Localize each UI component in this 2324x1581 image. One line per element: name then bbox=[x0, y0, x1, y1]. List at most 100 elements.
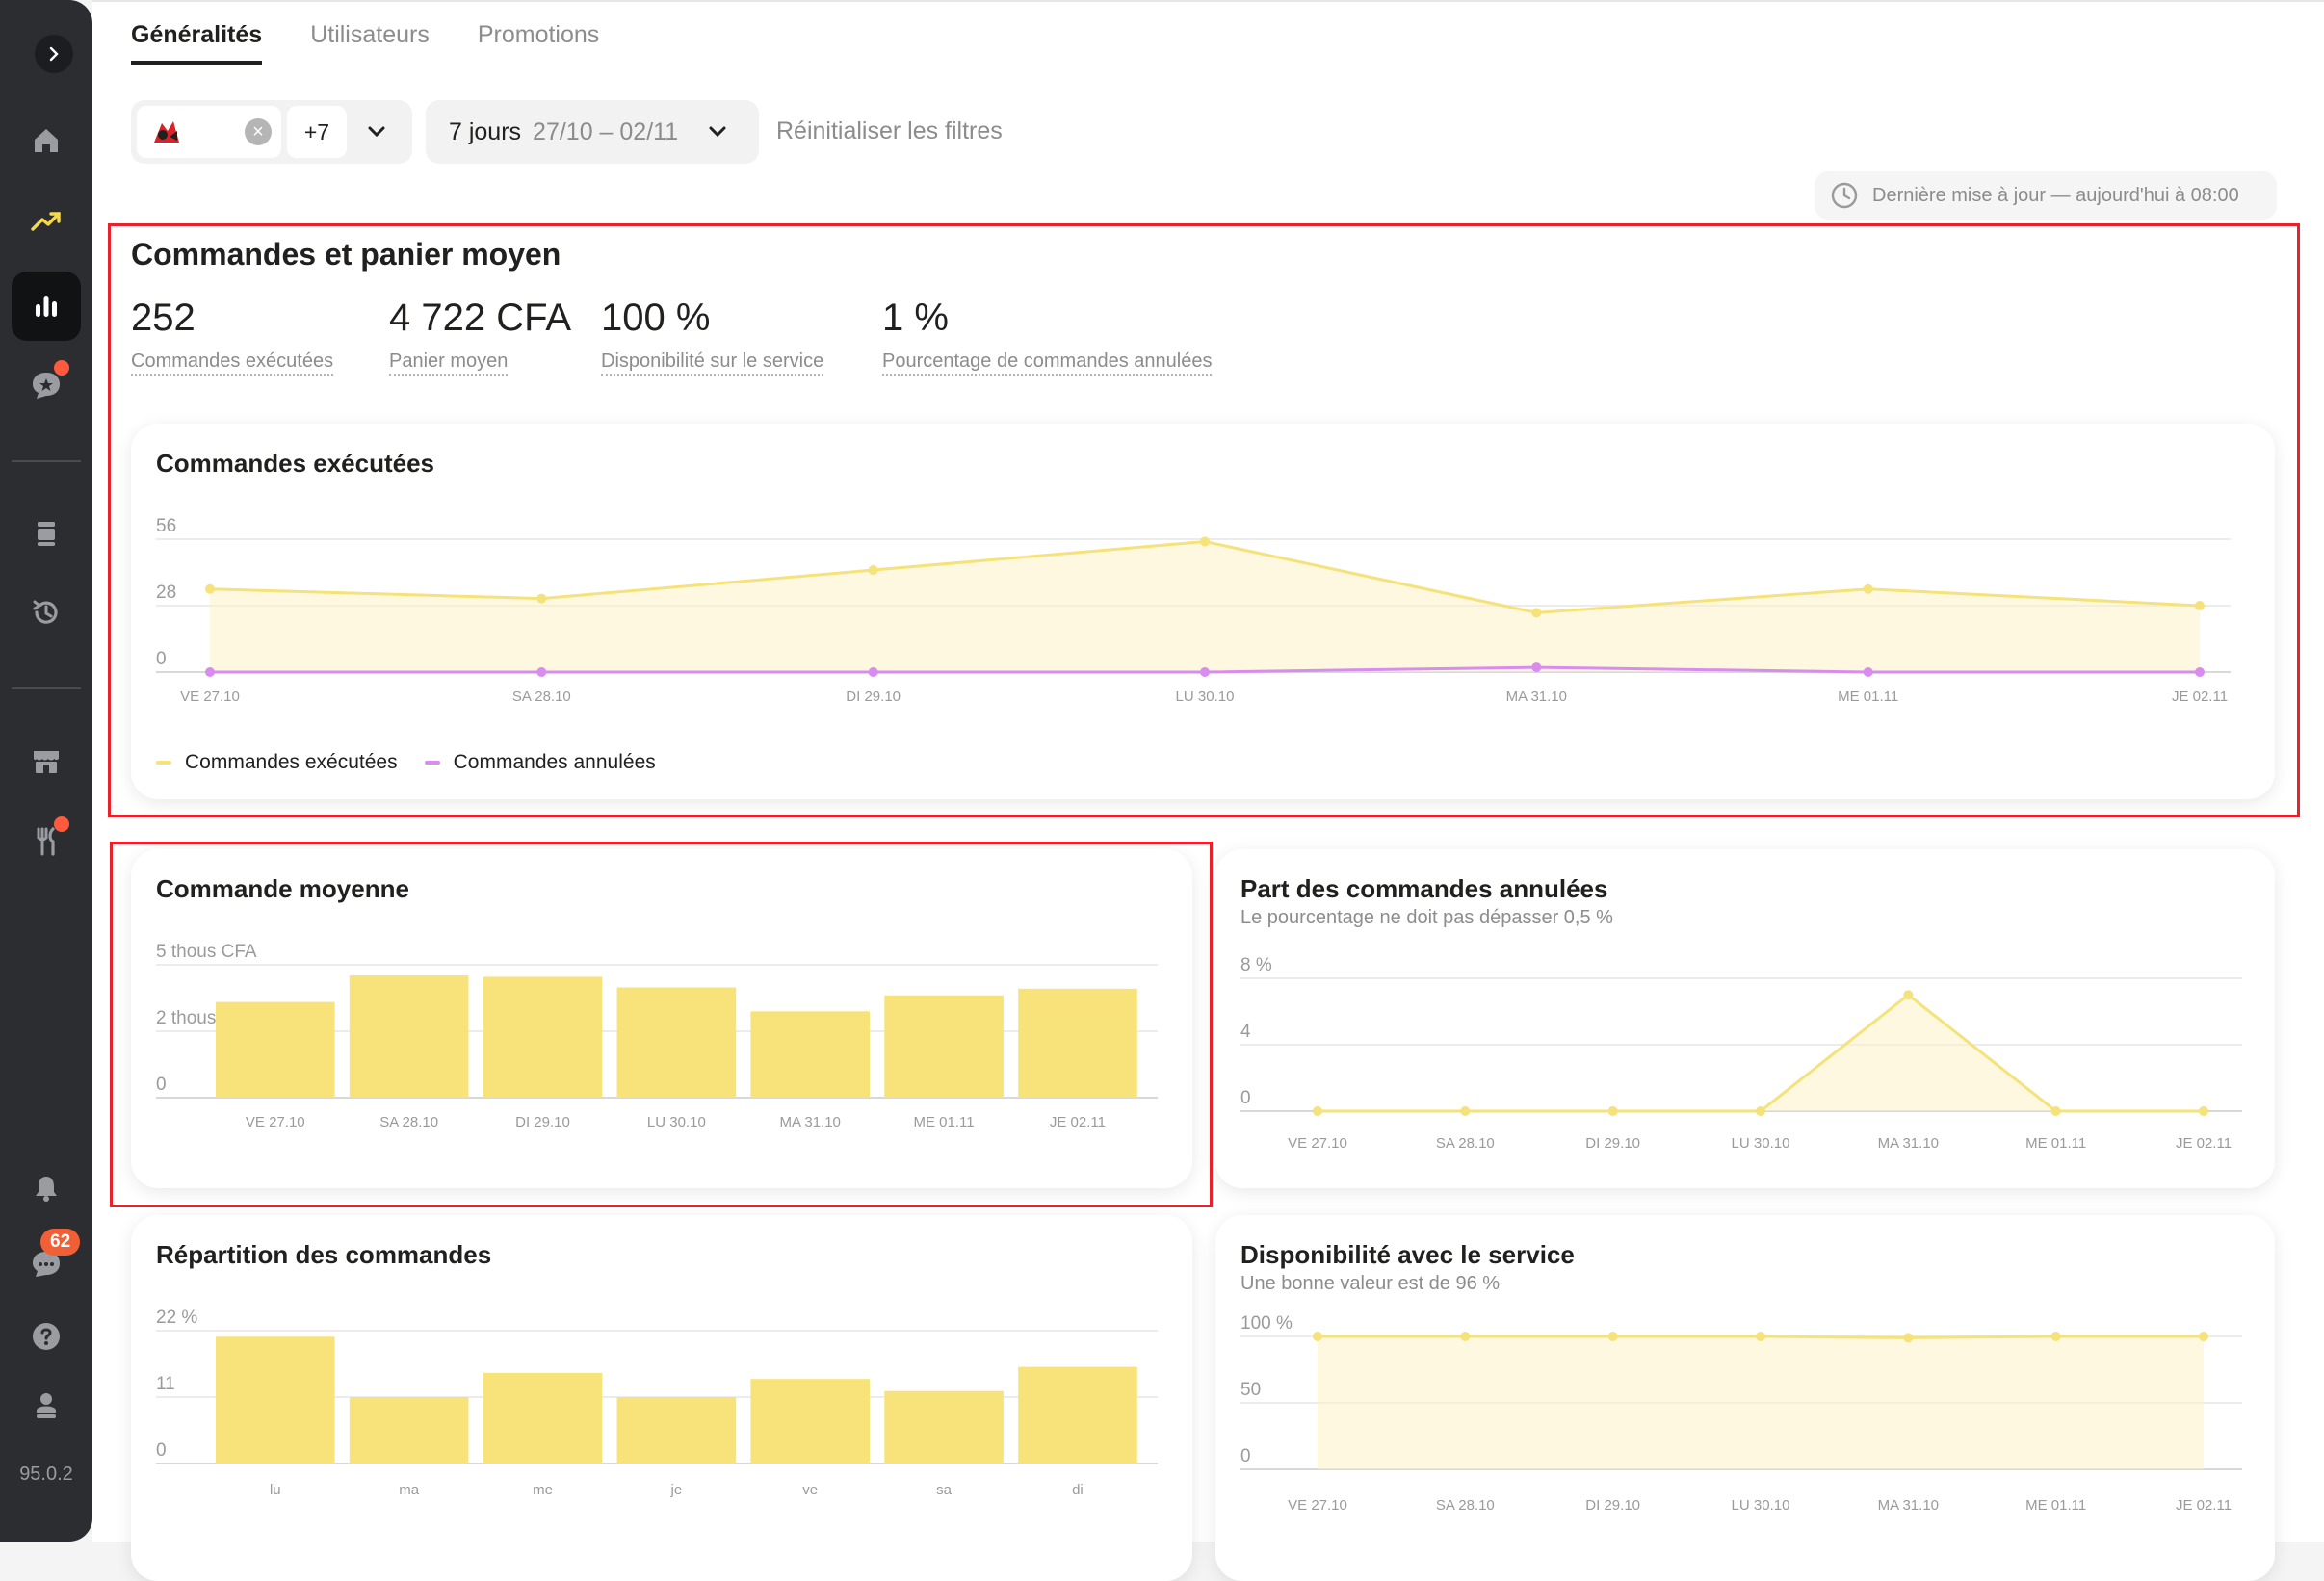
availability-subtitle: Une bonne valeur est de 96 % bbox=[1240, 1273, 1501, 1294]
data-point bbox=[1607, 1332, 1618, 1341]
data-point bbox=[2195, 601, 2205, 610]
data-point bbox=[2050, 1332, 2061, 1341]
data-point bbox=[1200, 536, 1210, 547]
data-point bbox=[868, 565, 878, 576]
x-tick-label: MA 31.10 bbox=[1506, 688, 1567, 705]
sidebar: 62 95.0.2 bbox=[0, 0, 92, 1542]
data-point bbox=[1531, 608, 1542, 618]
restaurant-chip[interactable]: × bbox=[137, 106, 281, 158]
sidebar-item-history[interactable] bbox=[12, 578, 81, 647]
x-tick-label: ve bbox=[802, 1482, 818, 1498]
x-tick-label: LU 30.10 bbox=[647, 1114, 706, 1130]
sidebar-divider bbox=[12, 460, 81, 462]
bar bbox=[1018, 1366, 1137, 1464]
x-tick-label: ME 01.11 bbox=[914, 1114, 975, 1130]
period-label: 7 jours bbox=[449, 117, 522, 145]
data-point bbox=[868, 667, 878, 677]
kpi-orders-value: 252 bbox=[131, 297, 196, 339]
data-point bbox=[1531, 662, 1542, 673]
section-title: Commandes et panier moyen bbox=[131, 237, 561, 272]
x-tick-label: JE 02.11 bbox=[2172, 688, 2228, 705]
x-tick-label: JE 02.11 bbox=[2176, 1497, 2232, 1514]
x-tick-label: MA 31.10 bbox=[1878, 1497, 1939, 1514]
data-point bbox=[205, 667, 215, 677]
chat-icon bbox=[33, 1252, 60, 1277]
kpi-orders-label[interactable]: Commandes exécutées bbox=[131, 350, 334, 376]
sidebar-item-orders[interactable] bbox=[12, 499, 81, 568]
kpi-availability-label[interactable]: Disponibilité sur le service bbox=[601, 350, 824, 376]
clock-icon bbox=[1831, 182, 1858, 209]
trending-up-icon bbox=[31, 212, 61, 231]
y-tick-label: 28 bbox=[156, 583, 176, 603]
x-tick-label: ME 01.11 bbox=[1838, 688, 1898, 705]
sidebar-item-profile[interactable] bbox=[12, 1371, 81, 1440]
data-point bbox=[2199, 1106, 2208, 1116]
sidebar-item-analytics[interactable] bbox=[12, 272, 81, 341]
sidebar-item-menu[interactable] bbox=[12, 807, 81, 876]
kpi-cancel-value: 1 % bbox=[882, 297, 949, 339]
y-tick-label: 0 bbox=[156, 1440, 167, 1461]
avg-order-chart: 5 thous CFA 2 thous 0 VE 27.10 SA 28.10 DI 29… bbox=[156, 942, 1158, 1130]
data-point bbox=[2050, 1106, 2061, 1116]
sidebar-item-chat[interactable] bbox=[12, 1229, 81, 1298]
data-point bbox=[1756, 1106, 1765, 1116]
data-point bbox=[1460, 1106, 1471, 1116]
bar bbox=[616, 1397, 737, 1464]
x-tick-label: LU 30.10 bbox=[1732, 1497, 1790, 1514]
tab-promotions[interactable]: Promotions bbox=[477, 21, 600, 48]
top-border bbox=[92, 0, 2324, 2]
reset-filters-link[interactable]: Réinitialiser les filtres bbox=[776, 117, 1003, 144]
orders-chart: 56 28 0 VE 27.10 SA 28.10 DI 29.10 LU 30.10 MA … bbox=[156, 516, 2231, 705]
y-tick-label: 5 thous CFA bbox=[156, 942, 257, 962]
data-point bbox=[1200, 667, 1210, 677]
x-tick-label: SA 28.10 bbox=[512, 688, 571, 705]
cancel-share-chart: 8 % 4 0 VE 27.10 SA 28.10 DI 29.10 LU 30.10 MA … bbox=[1240, 955, 2242, 1152]
sidebar-item-home[interactable] bbox=[12, 106, 81, 175]
legend-item-cancelled[interactable]: Commandes annulées bbox=[424, 751, 656, 774]
bar bbox=[750, 1379, 871, 1464]
sidebar-item-help[interactable] bbox=[12, 1302, 81, 1371]
restaurant-filter[interactable]: × +7 bbox=[131, 100, 412, 164]
bar bbox=[216, 1001, 335, 1098]
availability-chart: 100 % 50 0 VE 27.10 SA 28.10 DI 29.10 LU 30.10… bbox=[1240, 1313, 2242, 1514]
period-filter[interactable]: 7 jours 27/10 – 02/11 bbox=[426, 100, 759, 164]
y-tick-label: 4 bbox=[1240, 1022, 1251, 1042]
chevron-down-icon bbox=[709, 126, 726, 138]
bar bbox=[884, 1390, 1004, 1464]
x-tick-label: sa bbox=[936, 1482, 953, 1498]
tab-users[interactable]: Utilisateurs bbox=[310, 21, 430, 48]
x-tick-label: ME 01.11 bbox=[2025, 1497, 2086, 1514]
legend-label: Commandes exécutées bbox=[185, 751, 398, 773]
x-tick-label: DI 29.10 bbox=[1585, 1497, 1640, 1514]
tab-bar: Généralités Utilisateurs Promotions bbox=[131, 21, 599, 65]
more-restaurants-chip[interactable]: +7 bbox=[287, 106, 347, 158]
x-tick-label: SA 28.10 bbox=[1436, 1135, 1495, 1152]
legend-item-executed[interactable]: Commandes exécutées bbox=[156, 751, 398, 774]
kpi-basket-label[interactable]: Panier moyen bbox=[389, 350, 509, 376]
period-range: 27/10 – 02/11 bbox=[533, 117, 679, 145]
data-point bbox=[536, 593, 547, 604]
x-tick-label: DI 29.10 bbox=[846, 688, 901, 705]
x-tick-label: DI 29.10 bbox=[515, 1114, 570, 1130]
clear-icon[interactable]: × bbox=[245, 118, 272, 145]
x-tick-label: DI 29.10 bbox=[1585, 1135, 1640, 1152]
data-point bbox=[1903, 990, 1914, 1000]
tab-general[interactable]: Généralités bbox=[131, 21, 263, 65]
bar-chart-icon bbox=[36, 296, 57, 317]
kpi-cancel-label[interactable]: Pourcentage de commandes annulées bbox=[882, 350, 1213, 376]
orders-chart-card: Commandes exécutées 56 28 0 VE 27.10 SA 28.1… bbox=[131, 424, 2275, 799]
sidebar-item-store[interactable] bbox=[12, 727, 81, 796]
chevron-down-icon[interactable] bbox=[362, 117, 391, 146]
series-area bbox=[1318, 995, 2204, 1111]
y-tick-label: 0 bbox=[156, 1075, 167, 1095]
legend-label: Commandes annulées bbox=[453, 751, 656, 773]
x-tick-label: MA 31.10 bbox=[1878, 1135, 1939, 1152]
sidebar-item-trends[interactable] bbox=[12, 187, 81, 256]
y-tick-label: 0 bbox=[1240, 1446, 1251, 1466]
expand-sidebar-button[interactable] bbox=[35, 35, 73, 73]
sidebar-item-notifications[interactable] bbox=[12, 1153, 81, 1223]
sidebar-item-reviews[interactable] bbox=[12, 350, 81, 420]
restaurant-logo-icon bbox=[154, 121, 179, 143]
data-point bbox=[1607, 1106, 1618, 1116]
x-tick-label: LU 30.10 bbox=[1176, 688, 1235, 705]
